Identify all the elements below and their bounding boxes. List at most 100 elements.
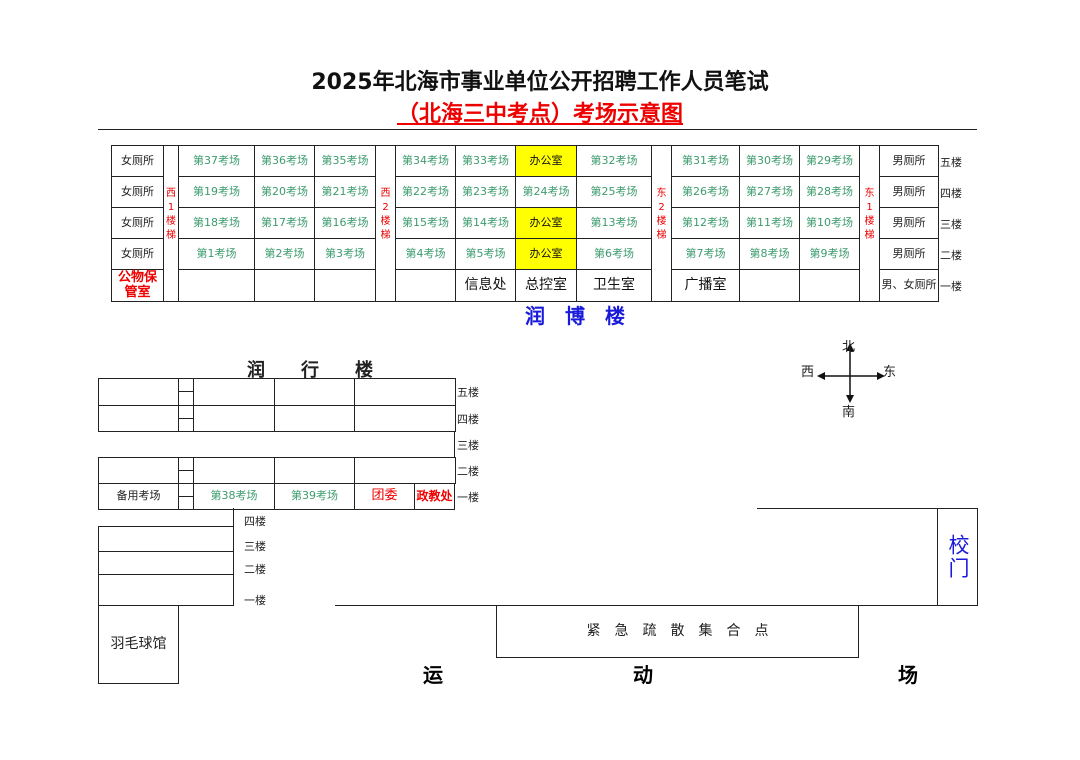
exam-room: 第14考场 [455,207,516,239]
exam-room: 总控室 [515,269,577,302]
room-empty [274,457,355,484]
room-empty [799,269,860,302]
room-empty [98,457,179,484]
badminton-hall: 羽毛球馆 [98,605,179,684]
room-empty [739,269,800,302]
toilet-right: 男厕所 [879,238,939,270]
floor-label: 四楼 [244,515,266,528]
toilet-left: 女厕所 [111,207,164,239]
exam-room: 第15考场 [395,207,456,239]
exam-room: 第24考场 [515,176,577,208]
exam-room: 第8考场 [739,238,800,270]
floor-label: 三楼 [940,218,962,231]
office-room: 办公室 [515,207,577,239]
floor-label: 一楼 [940,280,962,293]
exam-room: 第38考场 [193,483,275,510]
room-empty [193,457,275,484]
compass-east: 东 [883,365,897,380]
exam-room: 第25考场 [576,176,652,208]
exam-room: 第16考场 [314,207,376,239]
wall-line [233,508,234,606]
exam-room: 第35考场 [314,145,376,177]
stairwell-label: 西2楼梯 [380,187,391,241]
exam-room: 第26考场 [671,176,740,208]
room-empty [193,378,275,406]
exam-room: 第20考场 [254,176,315,208]
exam-room: 第3考场 [314,238,376,270]
office-room: 办公室 [515,145,577,177]
wall-line [454,431,455,458]
field-label-1: 运 [423,663,443,687]
compass-south: 南 [842,405,856,420]
stair-step [178,496,193,497]
exam-room: 第28考场 [799,176,860,208]
room-empty [178,269,255,302]
exam-room: 第13考场 [576,207,652,239]
floor-line [98,526,234,527]
floor-label: 五楼 [940,156,962,169]
toilet-left: 女厕所 [111,145,164,177]
floor-line [98,551,234,552]
floor-label: 四楼 [940,187,962,200]
floor-label: 二楼 [940,249,962,262]
stair-step [178,391,193,392]
field-label-3: 场 [898,663,918,687]
school-gate: 校门 [937,508,978,606]
toilet-right: 男厕所 [879,176,939,208]
exam-room: 第31考场 [671,145,740,177]
exam-room: 第9考场 [799,238,860,270]
toilet-right: 男厕所 [879,207,939,239]
exam-room: 第5考场 [455,238,516,270]
floor-label: 三楼 [244,540,266,553]
exam-room: 第23考场 [455,176,516,208]
floor-line [98,574,234,575]
exam-room: 第7考场 [671,238,740,270]
exam-room: 第34考场 [395,145,456,177]
exam-room: 第30考场 [739,145,800,177]
exam-room: 第1考场 [178,238,255,270]
room-empty [314,269,376,302]
exam-room: 第37考场 [178,145,255,177]
stairwell-label: 西1楼梯 [166,187,176,241]
exam-room: 第21考场 [314,176,376,208]
office-room: 办公室 [515,238,577,270]
runxing-building-name: 润 行 楼 [247,360,373,381]
toilet-right: 男厕所 [879,145,939,177]
stair-step [178,418,193,419]
exam-room: 第27考场 [739,176,800,208]
page-title: 2025年北海市事业单位公开招聘工作人员笔试 [311,70,769,95]
exam-room: 第19考场 [178,176,255,208]
exam-room: 第33考场 [455,145,516,177]
backup-exam-room: 备用考场 [98,483,179,510]
exam-room: 第11考场 [739,207,800,239]
compass-north: 北 [842,340,856,355]
exam-room: 第18考场 [178,207,255,239]
floor-label: 一楼 [457,491,479,504]
stairwell-label: 东2楼梯 [656,187,667,241]
compass-arrows-icon [817,343,885,403]
emergency-assembly-point: 紧 急 疏 散 集 合 点 [496,605,859,658]
room-empty [98,378,179,406]
exam-room: 第29考场 [799,145,860,177]
wall-line [98,526,99,606]
field-label-2: 动 [633,663,653,687]
room-empty [274,378,355,406]
political-education-office: 政教处 [414,483,455,510]
room-empty [254,269,315,302]
room-empty [354,405,456,432]
exam-room: 第12考场 [671,207,740,239]
stairwell: 东2楼梯 [651,145,672,302]
stairwell-label: 东1楼梯 [864,187,875,241]
stairwell: 东1楼梯 [859,145,880,302]
exam-room: 第32考场 [576,145,652,177]
stairwell: 西2楼梯 [375,145,396,302]
exam-room: 第36考场 [254,145,315,177]
exam-room: 第22考场 [395,176,456,208]
stair-step [178,470,193,471]
runbo-building-name: 润 博 楼 [525,304,625,328]
subtitle-text: （北海三中考点）考场示意图 [396,102,683,127]
compass-west: 西 [801,365,815,380]
floor-label: 二楼 [244,563,266,576]
floor-label: 三楼 [457,439,479,452]
